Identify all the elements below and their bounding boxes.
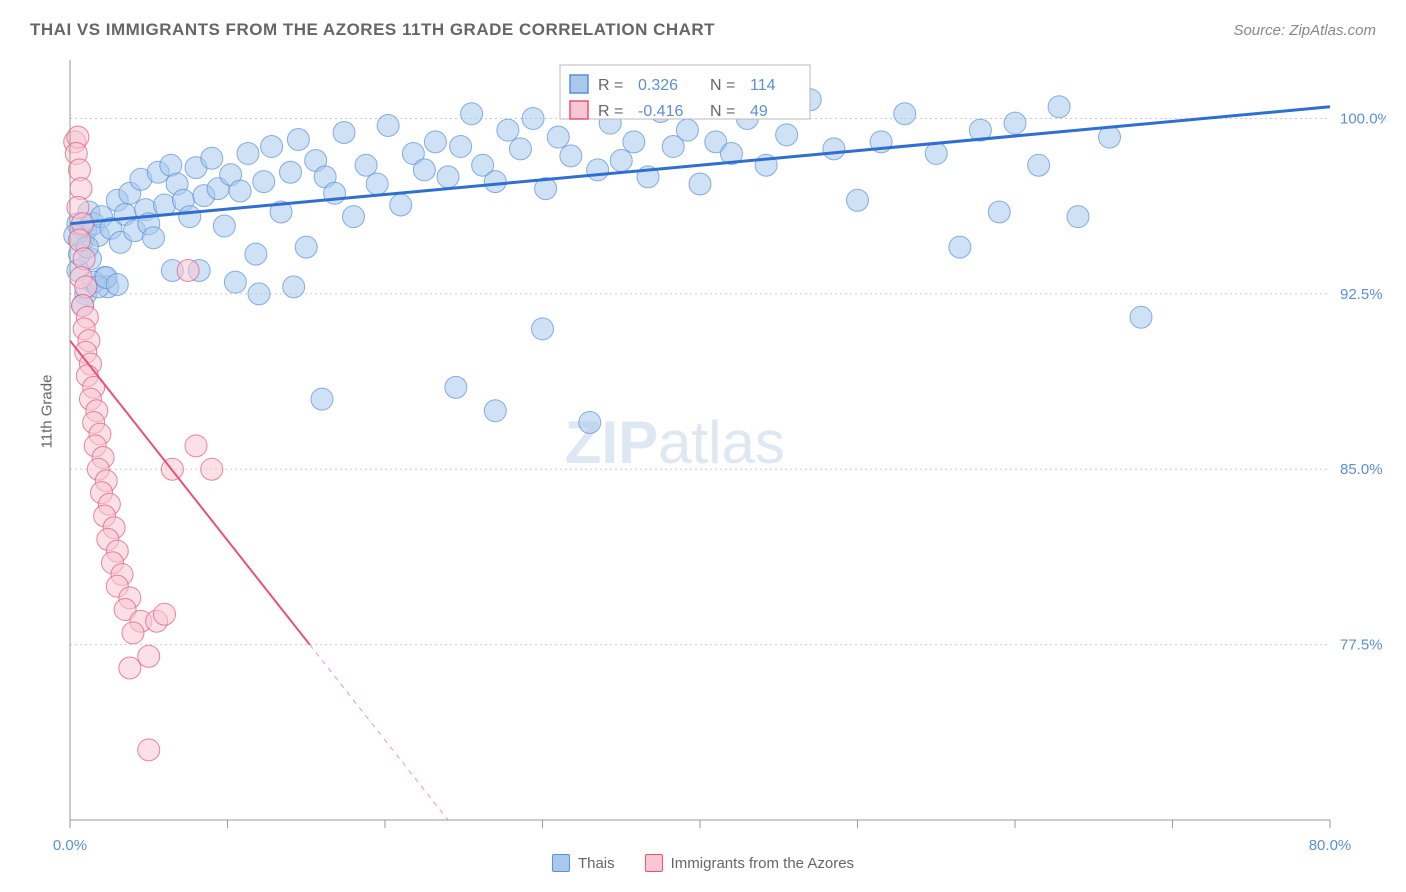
trend-line xyxy=(70,107,1330,224)
data-point xyxy=(119,657,141,679)
data-point xyxy=(154,603,176,625)
svg-text:R =: R = xyxy=(598,103,623,120)
data-point xyxy=(283,276,305,298)
data-point xyxy=(547,126,569,148)
data-point xyxy=(253,171,275,193)
data-point xyxy=(413,159,435,181)
data-point xyxy=(610,150,632,172)
swatch-icon xyxy=(552,854,570,872)
source-label: Source: ZipAtlas.com xyxy=(1233,22,1376,39)
data-point xyxy=(237,143,259,165)
data-point xyxy=(287,129,309,151)
data-point xyxy=(484,171,506,193)
data-point xyxy=(587,159,609,181)
data-point xyxy=(949,236,971,258)
data-point xyxy=(201,147,223,169)
svg-text:0.0%: 0.0% xyxy=(53,837,87,854)
svg-text:80.0%: 80.0% xyxy=(1309,837,1352,854)
svg-text:85.0%: 85.0% xyxy=(1340,461,1383,478)
legend-item-azores: Immigrants from the Azores xyxy=(645,854,854,872)
chart-container: 11th Grade 77.5%85.0%92.5%100.0%ZIPatlas… xyxy=(20,50,1386,830)
swatch-icon xyxy=(645,854,663,872)
data-point xyxy=(823,138,845,160)
data-point xyxy=(847,189,869,211)
svg-text:114: 114 xyxy=(750,77,776,94)
data-point xyxy=(390,194,412,216)
data-point xyxy=(522,107,544,129)
data-point xyxy=(122,622,144,644)
svg-text:100.0%: 100.0% xyxy=(1340,110,1386,127)
data-point xyxy=(280,161,302,183)
data-point xyxy=(484,400,506,422)
data-point xyxy=(925,143,947,165)
data-point xyxy=(295,236,317,258)
svg-text:0.326: 0.326 xyxy=(638,77,678,94)
data-point xyxy=(1048,96,1070,118)
data-point xyxy=(894,103,916,125)
svg-text:N =: N = xyxy=(710,77,735,94)
data-point xyxy=(1004,112,1026,134)
data-point xyxy=(245,243,267,265)
data-point xyxy=(988,201,1010,223)
data-point xyxy=(201,458,223,480)
data-point xyxy=(623,131,645,153)
legend-label: Thais xyxy=(578,855,615,872)
data-point xyxy=(532,318,554,340)
data-point xyxy=(177,259,199,281)
data-point xyxy=(461,103,483,125)
data-point xyxy=(229,180,251,202)
data-point xyxy=(560,145,582,167)
header: THAI VS IMMIGRANTS FROM THE AZORES 11TH … xyxy=(20,20,1386,50)
svg-text:R =: R = xyxy=(598,77,623,94)
data-point xyxy=(138,645,160,667)
data-point xyxy=(776,124,798,146)
data-point xyxy=(333,121,355,143)
data-point xyxy=(138,739,160,761)
svg-text:N =: N = xyxy=(710,103,735,120)
data-point xyxy=(179,206,201,228)
data-point xyxy=(142,227,164,249)
svg-text:-0.416: -0.416 xyxy=(638,103,683,120)
data-point xyxy=(377,114,399,136)
legend-label: Immigrants from the Azores xyxy=(671,855,854,872)
data-point xyxy=(248,283,270,305)
svg-text:77.5%: 77.5% xyxy=(1340,637,1383,654)
bottom-legend: Thais Immigrants from the Azores xyxy=(552,854,854,872)
data-point xyxy=(497,119,519,141)
data-point xyxy=(445,376,467,398)
data-point xyxy=(1067,206,1089,228)
scatter-chart: 77.5%85.0%92.5%100.0%ZIPatlas0.0%80.0%R … xyxy=(20,50,1386,870)
data-point xyxy=(343,206,365,228)
chart-title: THAI VS IMMIGRANTS FROM THE AZORES 11TH … xyxy=(30,20,715,40)
data-point xyxy=(509,138,531,160)
data-point xyxy=(676,119,698,141)
y-axis-label: 11th Grade xyxy=(38,375,55,449)
data-point xyxy=(450,136,472,158)
svg-text:49: 49 xyxy=(750,103,768,120)
data-point xyxy=(689,173,711,195)
data-point xyxy=(366,173,388,195)
data-point xyxy=(106,273,128,295)
data-point xyxy=(185,435,207,457)
data-point xyxy=(311,388,333,410)
data-point xyxy=(154,194,176,216)
svg-text:92.5%: 92.5% xyxy=(1340,286,1383,303)
data-point xyxy=(224,271,246,293)
data-point xyxy=(437,166,459,188)
data-point xyxy=(424,131,446,153)
data-point xyxy=(1130,306,1152,328)
data-point xyxy=(579,411,601,433)
data-point xyxy=(1028,154,1050,176)
legend-item-thais: Thais xyxy=(552,854,615,872)
data-point xyxy=(1099,126,1121,148)
data-point xyxy=(261,136,283,158)
data-point xyxy=(213,215,235,237)
